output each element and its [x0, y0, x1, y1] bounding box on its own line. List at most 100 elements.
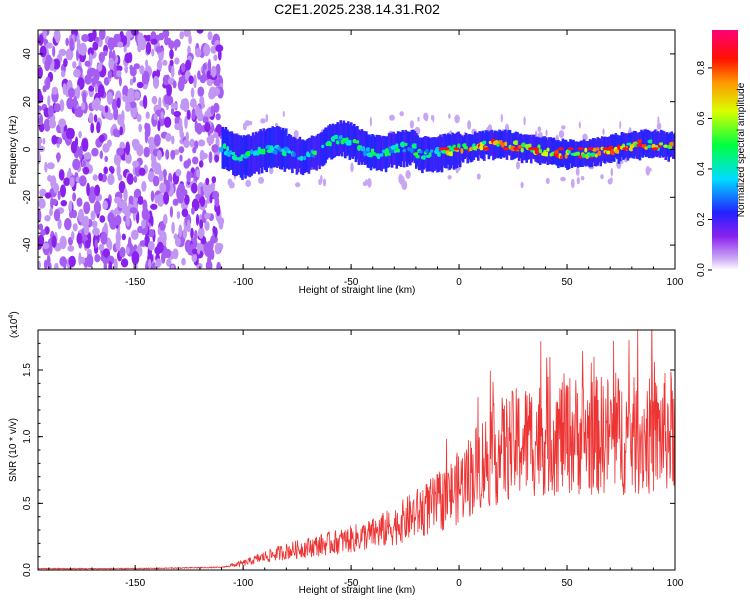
spectrogram-scatter-cell [516, 161, 520, 170]
spectrogram-peak-cell [291, 152, 297, 158]
spectrogram-noise-cell [174, 123, 182, 131]
spectrogram-noise-cell [38, 66, 43, 79]
snr-scale-exponent: 4 [8, 315, 15, 319]
spectrogram-peak-cell [595, 147, 601, 151]
spectrogram-noise-cell [175, 169, 182, 177]
y-tick-label: 40 [22, 48, 33, 60]
spectrogram-peak-cell [403, 142, 408, 146]
spectrogram-band-cell [646, 129, 649, 157]
spectrogram-noise-cell [47, 105, 54, 118]
spectrogram-noise-cell [206, 70, 211, 79]
spectrogram-noise-cell [164, 36, 169, 46]
spectrogram-noise-cell [76, 197, 83, 207]
spectrogram-scatter-cell [575, 167, 580, 176]
spectrogram-peak-cell [436, 151, 442, 157]
spectrogram-peak-cell [622, 143, 626, 149]
spectrogram-noise-cell [151, 96, 158, 105]
spectrogram-noise-cell [138, 123, 142, 133]
y-tick-label: 0 [22, 146, 33, 152]
spectrogram-noise-cell [83, 215, 90, 229]
spectrogram-band-cell [567, 142, 571, 170]
spectrogram-noise-cell [106, 112, 114, 121]
spectrogram-noise-cell [79, 42, 87, 56]
spectrogram-noise-cell [112, 128, 119, 137]
spectrogram-noise-cell [90, 122, 95, 134]
spectrogram-band-cell [672, 134, 675, 159]
spectrogram-noise-cell [199, 196, 206, 207]
spectrogram-noise-cell [97, 84, 105, 98]
spectrogram-noise-cell [196, 169, 200, 178]
spectrogram-band-cell [656, 131, 660, 156]
spectrogram-noise-cell [190, 87, 195, 98]
spectrogram-noise-cell [119, 126, 123, 136]
spectrogram-band-cell [563, 139, 566, 166]
spectrogram-noise-cell [97, 63, 103, 72]
spectrogram-noise-cell [94, 254, 101, 263]
snr-panel: -150 -100 -50 0 50 100 0.0 0.5 1.0 1.5 Height of… [8, 311, 684, 596]
spectrogram-noise-cell [71, 231, 75, 241]
x-tick-label: 100 [667, 277, 684, 288]
spectrogram-noise-cell [183, 30, 191, 37]
spectrogram-band-cell [248, 135, 252, 178]
spectrogram-noise-cell [113, 153, 121, 166]
spectrogram-noise-cell [103, 77, 110, 86]
spectrogram-noise-cell [88, 218, 93, 228]
spectrogram-peak-cell [617, 144, 621, 151]
spectrogram-scatter-cell [350, 162, 354, 173]
spectrogram-band-cell [431, 137, 435, 173]
spectrogram-band-cell [282, 127, 285, 168]
spectrogram-noise-cell [214, 242, 221, 255]
spectrogram-scatter-cell [265, 113, 269, 123]
spectrogram-noise-cell [198, 160, 204, 168]
spectrogram-noise-cell [185, 59, 192, 71]
snr-series-line [38, 330, 675, 570]
spectrogram-noise-cell [178, 146, 185, 154]
spectrogram-band-cell [350, 122, 353, 158]
spectrogram-noise-cell [114, 214, 122, 226]
spectrogram-peak-cell [628, 146, 634, 152]
spectrogram-noise-cell [218, 219, 224, 230]
spectrogram-noise-cell [96, 121, 101, 134]
spectrogram-noise-cell [159, 182, 167, 194]
snr-x-label: Height of straight line (km) [299, 585, 416, 596]
spectrogram-noise-cell [148, 258, 152, 269]
x-tick-label: 50 [561, 277, 573, 288]
spectrogram-peak-cell [546, 147, 550, 152]
spectrogram-noise-cell [44, 161, 48, 173]
spectrogram-noise-cell [145, 41, 152, 55]
spectrogram-peak-cell [303, 155, 307, 161]
spectrogram-noise-cell [70, 141, 77, 154]
spectrogram-noise-cell [49, 208, 53, 217]
spectrogram-band-cell [422, 136, 426, 170]
spectrogram-noise-cell [38, 93, 44, 104]
spectrogram-noise-cell [211, 176, 217, 184]
spectrogram-noise-cell [116, 147, 124, 156]
spectrogram-noise-cell [151, 156, 157, 168]
spectrogram-noise-cell [207, 31, 213, 41]
spectrogram-noise-cell [121, 35, 128, 44]
spectrogram-noise-cell [72, 223, 78, 232]
spectrogram-peak-cell [222, 143, 227, 149]
spectrogram-peak-cell [504, 141, 508, 147]
spectrogram-noise-cell [94, 239, 98, 249]
spectrogram-noise-cell [58, 48, 67, 57]
spectrogram-noise-cell [152, 75, 160, 89]
spectrogram-noise-cell [204, 212, 211, 220]
spectrogram-noise-cell [94, 184, 101, 197]
spectrogram-max-cell [443, 147, 450, 151]
spectrogram-noise-cell [170, 65, 175, 78]
spectrogram-scatter-cell [399, 111, 404, 117]
spectrogram-noise-cell [38, 34, 44, 46]
spectrogram-noise-cell [78, 208, 84, 223]
spectrogram-noise-cell [57, 190, 61, 201]
spectrogram-noise-cell [144, 211, 150, 221]
spectrogram-noise-cell [43, 259, 48, 269]
spectrogram-peak-cell [658, 142, 664, 146]
spectrogram-noise-cell [155, 258, 162, 268]
spectrogram-noise-cell [86, 253, 94, 268]
spectrogram-noise-cell [117, 41, 124, 48]
spectrogram-noise-cell [92, 174, 98, 181]
spectrogram-noise-cell [123, 45, 127, 53]
spectrogram-noise-cell [104, 155, 108, 163]
spectrogram-noise-cell [204, 122, 211, 133]
